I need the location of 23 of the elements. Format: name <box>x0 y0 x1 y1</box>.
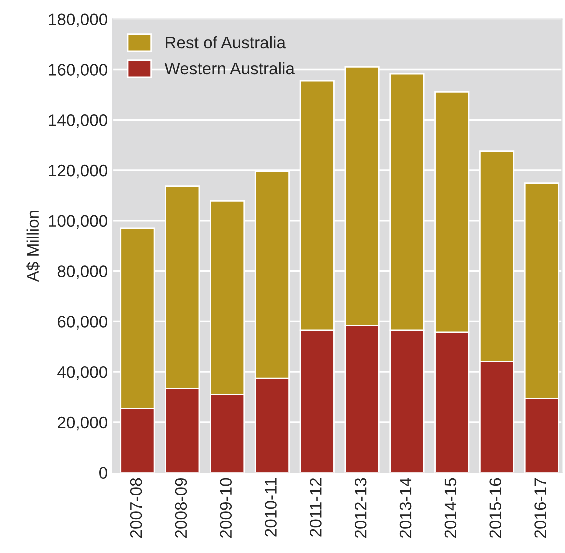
x-tick-label: 2007-08 <box>130 478 142 538</box>
y-axis-title: A$ Million <box>26 211 40 282</box>
x-tick-label: 2009-10 <box>220 478 232 538</box>
legend-label: Western Australia <box>164 62 295 75</box>
x-tick-label: 2012-13 <box>354 478 367 538</box>
y-tick-label: 100,000 <box>49 215 108 230</box>
x-tick-label: 2015-16 <box>490 478 502 538</box>
y-tick-label: 20,000 <box>58 416 108 431</box>
x-tick-label: 2014-15 <box>444 478 457 538</box>
y-tick-label: 40,000 <box>58 366 108 380</box>
y-tick-label: 60,000 <box>58 316 108 330</box>
y-tick-label: 120,000 <box>49 164 108 179</box>
x-tick-label: 2016-17 <box>534 478 546 538</box>
x-tick-label: 2010-11 <box>265 478 277 537</box>
x-tick-label: 2008-09 <box>175 478 188 538</box>
y-tick-label: 80,000 <box>58 266 108 280</box>
y-tick-label: 140,000 <box>49 114 108 128</box>
x-tick-label: 2011-12 <box>310 478 322 537</box>
y-tick-label: 0 <box>100 467 108 480</box>
legend-label: Rest of Australia <box>166 36 286 49</box>
y-tick-label: 160,000 <box>49 64 108 78</box>
y-tick-label: 180,000 <box>49 14 108 28</box>
x-tick-label: 2013-14 <box>400 478 412 538</box>
